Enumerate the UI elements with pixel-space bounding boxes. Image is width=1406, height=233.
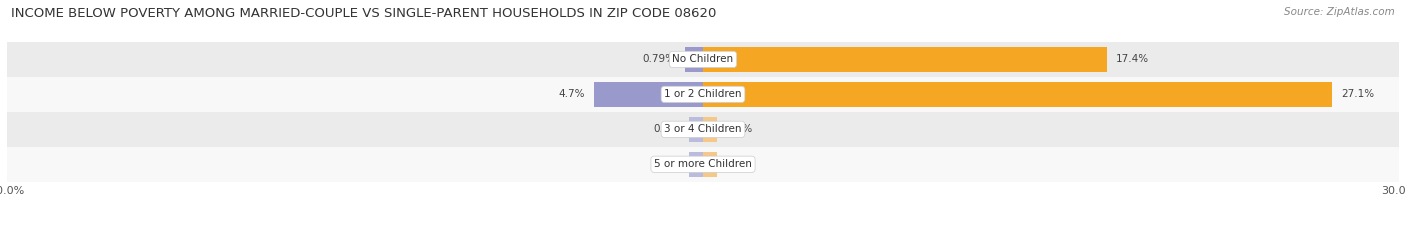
Bar	[7, 147, 1399, 182]
Text: 0.0%: 0.0%	[654, 124, 681, 134]
Text: No Children: No Children	[672, 55, 734, 64]
Bar	[685, 47, 703, 72]
Bar	[689, 152, 703, 177]
Text: 17.4%: 17.4%	[1116, 55, 1149, 64]
Bar	[703, 82, 1331, 107]
Text: INCOME BELOW POVERTY AMONG MARRIED-COUPLE VS SINGLE-PARENT HOUSEHOLDS IN ZIP COD: INCOME BELOW POVERTY AMONG MARRIED-COUPL…	[11, 7, 717, 20]
Text: Source: ZipAtlas.com: Source: ZipAtlas.com	[1284, 7, 1395, 17]
Text: 4.7%: 4.7%	[558, 89, 585, 99]
Text: 0.0%: 0.0%	[725, 124, 752, 134]
Text: 3 or 4 Children: 3 or 4 Children	[664, 124, 742, 134]
Bar	[593, 82, 703, 107]
Bar	[689, 117, 703, 142]
Text: 0.0%: 0.0%	[725, 159, 752, 169]
Text: 0.0%: 0.0%	[654, 159, 681, 169]
Bar	[7, 77, 1399, 112]
Text: 1 or 2 Children: 1 or 2 Children	[664, 89, 742, 99]
Text: 0.79%: 0.79%	[643, 55, 675, 64]
Text: 27.1%: 27.1%	[1341, 89, 1374, 99]
Bar	[7, 42, 1399, 77]
Bar	[7, 112, 1399, 147]
Bar	[703, 152, 717, 177]
Bar	[703, 117, 717, 142]
Text: 5 or more Children: 5 or more Children	[654, 159, 752, 169]
Bar	[703, 47, 1107, 72]
